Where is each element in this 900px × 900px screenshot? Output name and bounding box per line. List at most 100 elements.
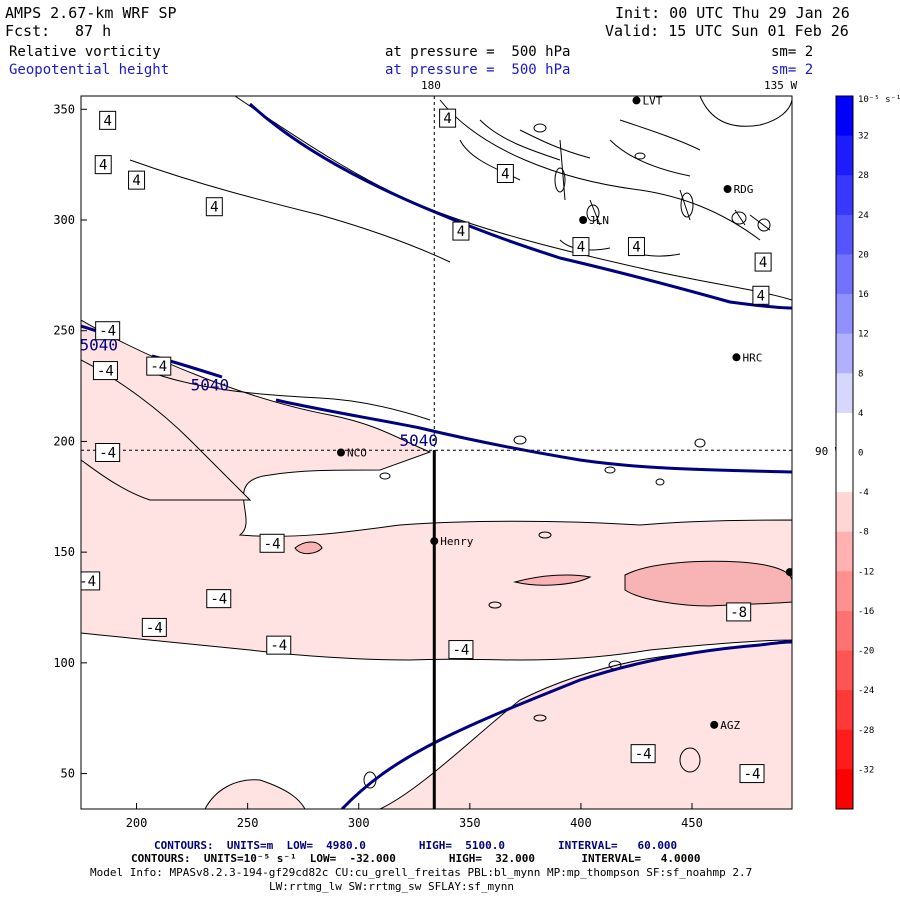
- footer-radiation-info: LW:rrtmg_lw SW:rrtmg_sw SFLAY:sf_mynn: [269, 880, 515, 893]
- station-label: LVT: [642, 94, 662, 107]
- contour-label-text: 4: [759, 255, 767, 271]
- colorbar-tick-label: 20: [858, 250, 869, 260]
- colorbar-tick-label: 12: [858, 330, 869, 340]
- contour-label: -4: [206, 589, 232, 609]
- contour-label-text: -8: [730, 605, 747, 621]
- footer-model-info: Model Info: MPASv8.2.3-194-gf29cd82c CU:…: [90, 866, 753, 879]
- height-contour-label: 5040: [399, 431, 438, 450]
- station-marker: NCO: [336, 447, 367, 460]
- contour-label: -4: [739, 764, 765, 784]
- colorbar-tick-label: -24: [858, 686, 874, 696]
- valid-time: Valid: 15 UTC Sun 01 Feb 26: [605, 22, 849, 40]
- contour-label: 4: [128, 170, 146, 190]
- contour-label-text: -4: [270, 638, 287, 654]
- model-title: AMPS 2.67-km WRF SP: [5, 4, 177, 22]
- y-tick-label: 50: [61, 767, 75, 781]
- colorbar-swatch: [836, 610, 853, 652]
- contour-label: 4: [627, 237, 645, 257]
- height-label-layer: 5040 5040 5040: [81, 336, 438, 450]
- station-dot: [710, 720, 719, 729]
- axis-layer: 200 250 300 350 400 450 50 100 150 200 250 300 350: [53, 102, 703, 830]
- colorbar-tick-label: -4: [858, 488, 869, 498]
- station-marker: RDG: [723, 183, 753, 196]
- station-label: AGZ: [720, 719, 740, 732]
- colorbar-swatch: [836, 333, 853, 374]
- station-marker: [785, 568, 792, 577]
- colorbar-swatch: [836, 254, 853, 295]
- colorbar-swatch: [836, 135, 853, 176]
- contour-label: -4: [448, 640, 474, 660]
- contour-label: 4: [439, 108, 457, 128]
- contour-label-layer: 4 4 4 4 4 4 4 4 4 4 4 -4 -4 -4 -4 -4 -4 -4 -4 -4 -4 -8 -4 -4: [79, 108, 772, 784]
- contour-label-text: 4: [443, 111, 451, 127]
- contour-label-text: -4: [150, 359, 167, 375]
- top-longitude-180: 180: [421, 79, 441, 92]
- x-tick-label: 200: [126, 816, 148, 830]
- x-tick-label: 400: [570, 816, 592, 830]
- contour-label-text: 4: [132, 173, 140, 189]
- colorbar-tick-label: -12: [858, 567, 874, 577]
- colorbar-unit: 10⁻⁵ s⁻¹: [858, 95, 900, 105]
- colorbar: 32 28 24 20 16 12 8 4 0 -4 -8 -12 -16 -20 -24 -28 -32: [835, 95, 874, 810]
- contour-label: 4: [205, 197, 223, 217]
- contour-label: -4: [95, 443, 121, 462]
- forecast-label: Fcst:: [5, 22, 51, 40]
- station-dot: [732, 353, 741, 362]
- colorbar-swatch: [836, 729, 853, 770]
- field2-level: at pressure = 500 hPa: [385, 62, 571, 78]
- contour-label: -4: [266, 635, 292, 655]
- contour-label-text: -4: [146, 620, 163, 636]
- colorbar-tick-label: 28: [858, 171, 869, 181]
- contour-label-text: -4: [744, 767, 761, 783]
- contour-label-text: -4: [99, 324, 116, 340]
- contour-label: -4: [259, 533, 285, 553]
- station-dot: [336, 448, 345, 457]
- x-tick-label: 450: [681, 816, 703, 830]
- colorbar-frame: [835, 95, 854, 810]
- colorbar-swatch: [836, 373, 853, 414]
- colorbar-tick-label: 4: [858, 409, 863, 419]
- colorbar-tick-label: -32: [858, 765, 874, 775]
- contour-label-text: -4: [264, 536, 281, 552]
- contour-label: -4: [92, 361, 118, 381]
- contour-label: -4: [141, 617, 167, 637]
- station-layer: LVT RDG JLN HRC NCO Henry AGZ: [336, 94, 792, 732]
- footer-height-contours: CONTOURS: UNITS=m LOW= 4980.0 HIGH= 5100…: [154, 839, 678, 852]
- colorbar-tick-label: -16: [858, 607, 874, 617]
- contour-label: -4: [146, 356, 172, 376]
- station-dot: [579, 216, 588, 224]
- contour-label-text: -4: [210, 592, 227, 608]
- y-tick-label: 200: [53, 434, 75, 448]
- contour-label: 4: [99, 110, 117, 130]
- contour-label-text: -4: [97, 364, 114, 380]
- contour-label-text: -4: [79, 574, 96, 590]
- positive-vorticity-contours: [129, 96, 792, 421]
- contour-label: 4: [452, 221, 470, 241]
- contour-label: -4: [95, 321, 121, 341]
- contour-label: 4: [754, 252, 772, 272]
- field1-smoothing: sm= 2: [771, 44, 814, 60]
- contour-label-text: 4: [99, 158, 107, 174]
- station-marker: AGZ: [710, 719, 740, 732]
- contour-label: 4: [94, 155, 112, 175]
- station-label: Henry: [440, 535, 473, 548]
- colorbar-swatch: [836, 294, 853, 335]
- station-dot: [430, 537, 439, 546]
- colorbar-tick-label: 24: [858, 211, 869, 221]
- contour-label: 4: [572, 237, 590, 257]
- y-tick-label: 100: [53, 656, 75, 670]
- negative-vorticity-shading: [81, 319, 792, 809]
- colorbar-tick-label: 0: [858, 449, 863, 459]
- station-marker: LVT: [632, 94, 663, 107]
- colorbar-swatch: [836, 650, 853, 691]
- field1-level: at pressure = 500 hPa: [385, 44, 571, 60]
- station-marker: Henry: [430, 535, 474, 548]
- colorbar-tick-label: 16: [858, 290, 869, 300]
- colorbar-swatch: [836, 214, 853, 255]
- contour-label-text: -4: [635, 747, 652, 763]
- contour-label: -4: [630, 744, 656, 764]
- contour-label: 4: [496, 164, 514, 183]
- station-label: NCO: [347, 447, 367, 460]
- x-tick-label: 300: [348, 816, 370, 830]
- contour-label-text: 4: [210, 200, 218, 216]
